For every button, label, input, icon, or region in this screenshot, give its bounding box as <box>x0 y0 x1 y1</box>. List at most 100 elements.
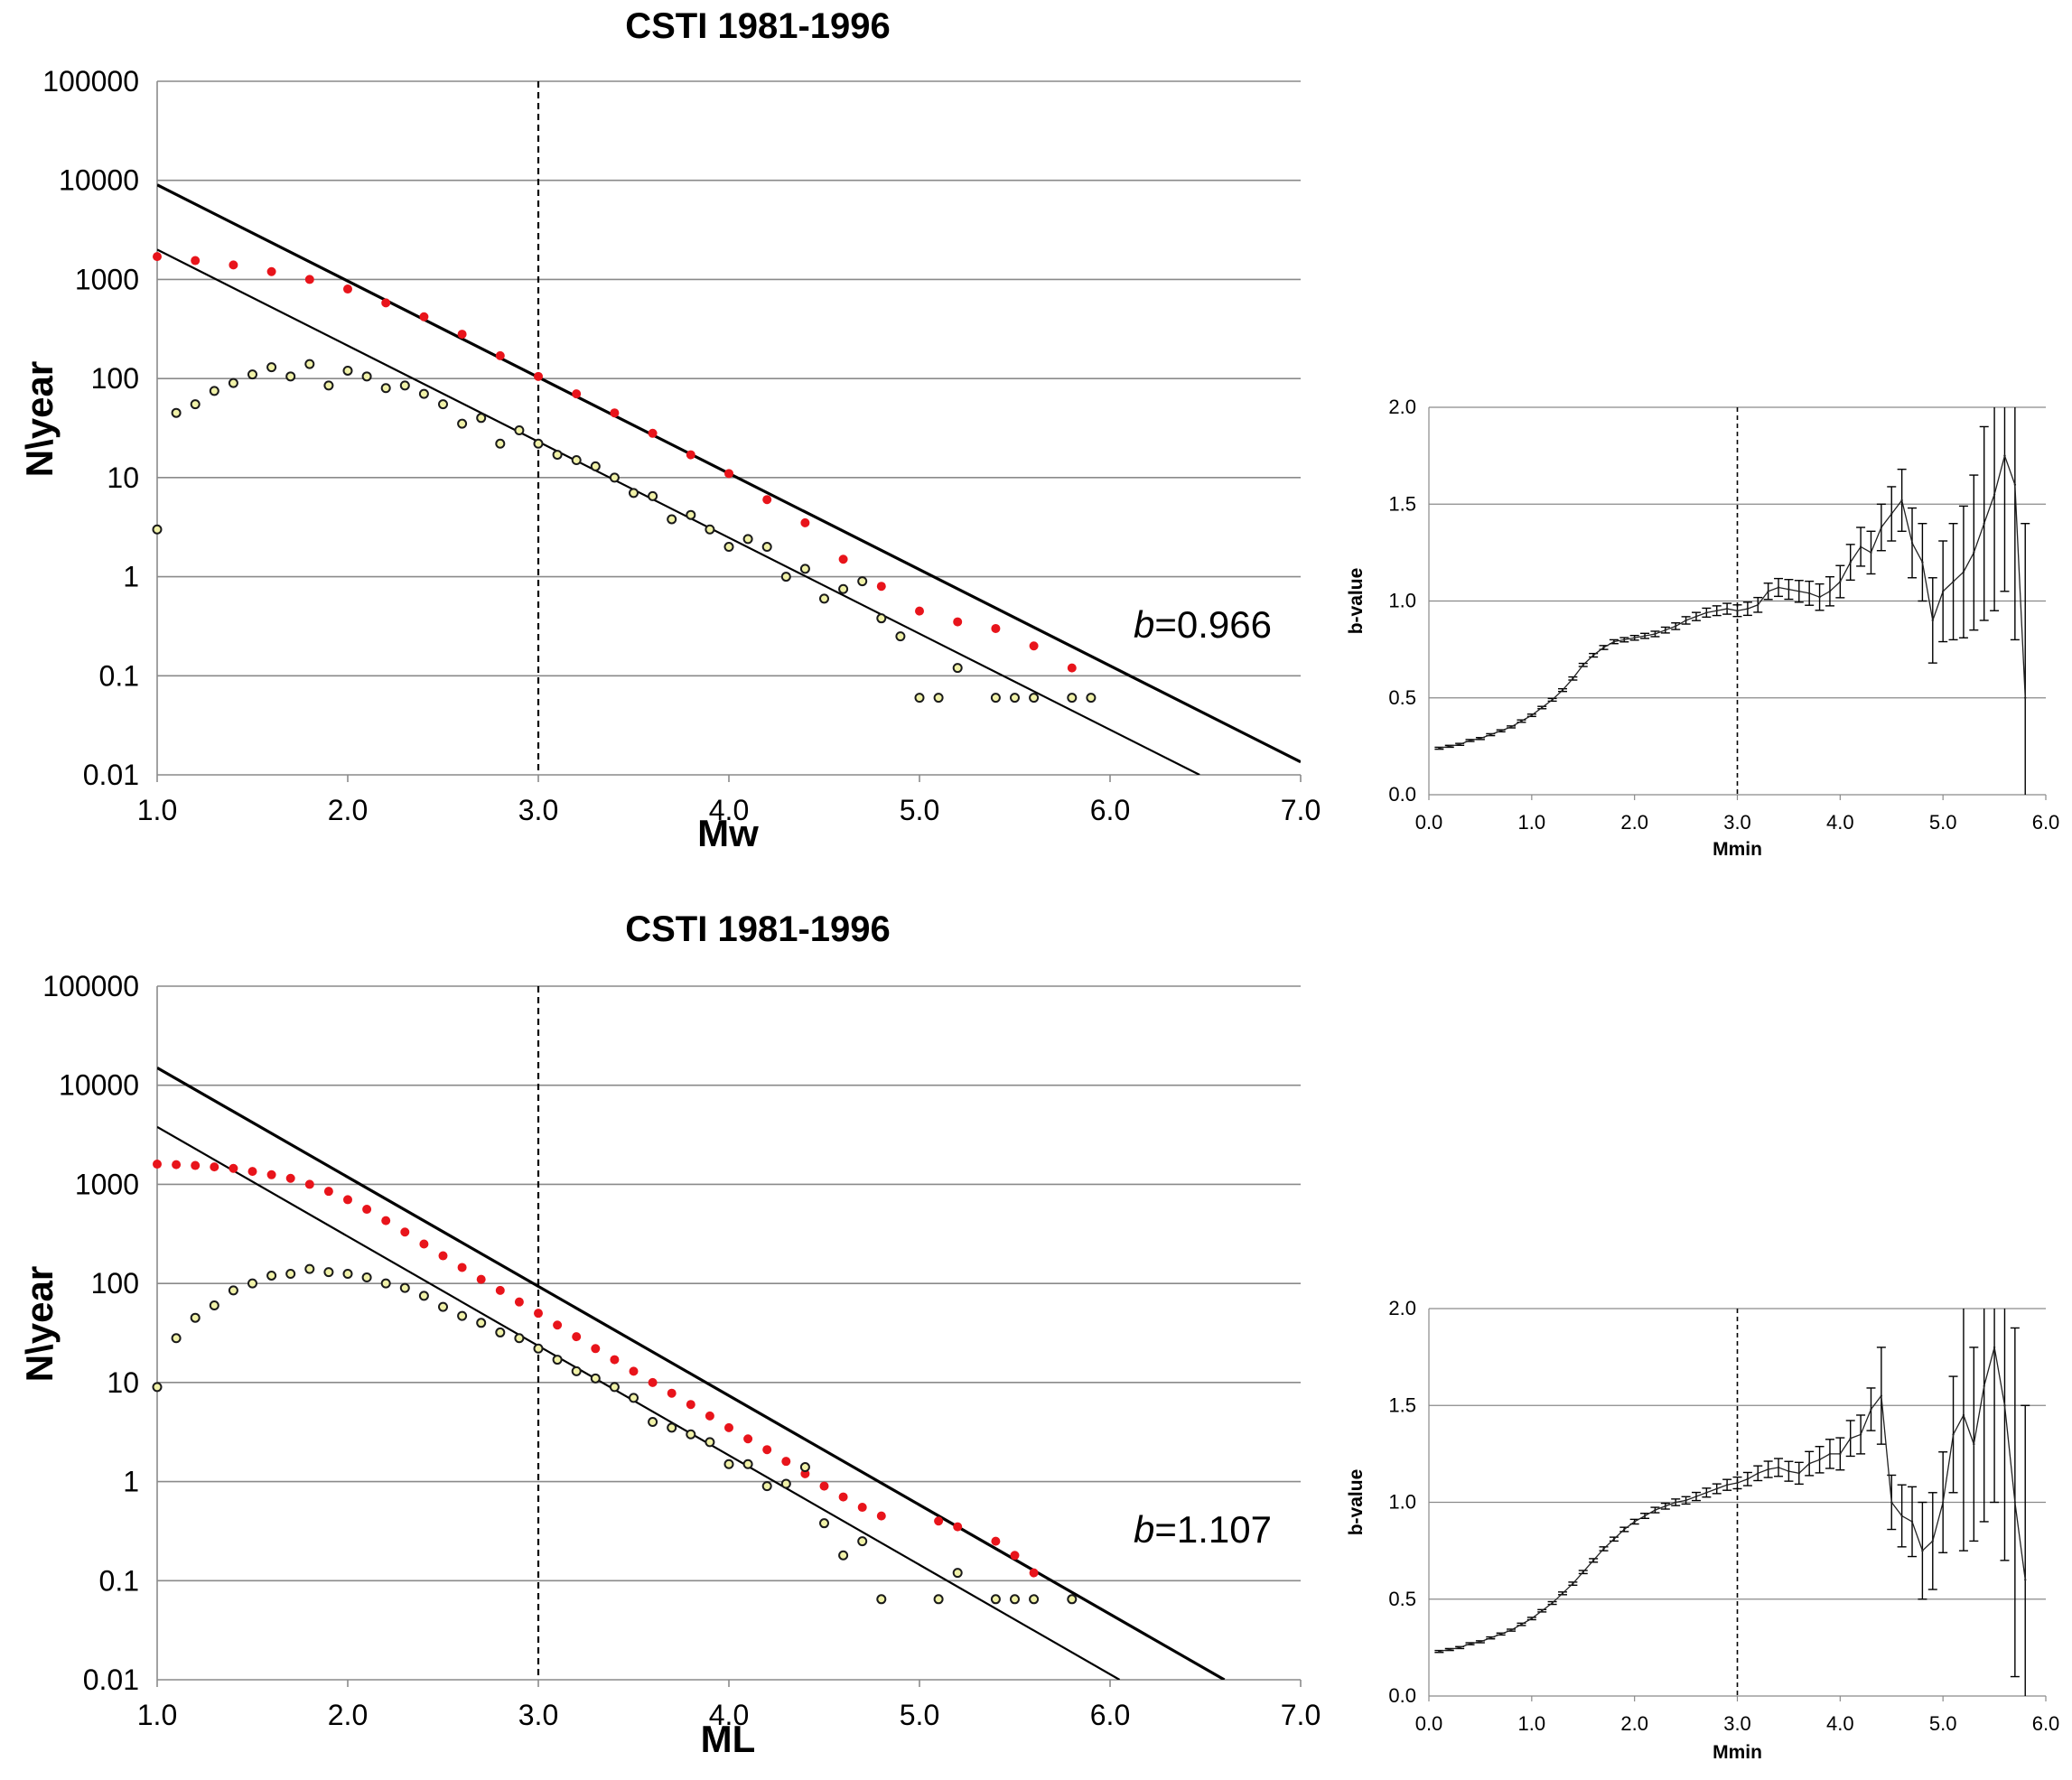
cumulative-point <box>438 1251 448 1261</box>
incremental-point <box>418 1291 429 1301</box>
x-tick-label: 6.0 <box>2032 1712 2060 1735</box>
incremental-point <box>799 1462 810 1473</box>
incremental-point <box>742 1458 753 1469</box>
fit-line <box>157 1125 1121 1680</box>
x-tick-label: 2.0 <box>1620 1712 1648 1735</box>
incremental-point <box>228 1285 238 1296</box>
x-tick-label: 1.0 <box>137 1699 177 1731</box>
x-tick-label: 5.0 <box>900 1699 939 1731</box>
x-tick-label: 1.0 <box>1518 1712 1546 1735</box>
b-value-point <box>1890 512 1893 516</box>
b-value-point <box>1910 541 1914 545</box>
y-tick-label: 0.01 <box>83 1664 139 1696</box>
cumulative-point <box>419 1239 429 1249</box>
incremental-point <box>495 438 506 449</box>
incremental-point <box>361 1272 372 1282</box>
cumulative-point <box>610 1355 620 1365</box>
x-tick-label: 1.0 <box>1518 811 1546 834</box>
x-tick-label: 7.0 <box>1281 794 1321 826</box>
incremental-point <box>952 663 963 674</box>
incremental-point <box>552 1355 563 1365</box>
incremental-point <box>590 1373 601 1384</box>
incremental-point <box>819 1518 829 1529</box>
x-tick-label: 5.0 <box>900 794 939 826</box>
x-tick-label: 5.0 <box>1929 1712 1957 1735</box>
b-value-point <box>1757 1472 1759 1475</box>
incremental-point <box>819 593 829 604</box>
cumulative-point <box>991 623 1001 633</box>
cumulative-point <box>572 389 582 399</box>
b-value-point <box>1890 1501 1893 1504</box>
cumulative-point <box>172 1160 182 1170</box>
y-tick-label: 1000 <box>75 1168 139 1200</box>
incremental-point <box>1029 693 1040 704</box>
b-value-point <box>1787 1469 1790 1473</box>
b-value-point <box>1921 561 1924 564</box>
b-value-point <box>1931 1540 1934 1542</box>
b-value-point <box>1469 1642 1471 1645</box>
panel-3: 0.0 0.5 1.0 1.5 2.0 0.0 1.0 2.0 3.0 4.0 5.0 6.0 Mmin… <box>1346 1297 2060 1763</box>
x-tick-label: 6.0 <box>1090 1699 1130 1731</box>
incremental-point <box>876 1594 887 1605</box>
b-value-point <box>1818 596 1821 599</box>
incremental-point <box>457 418 468 429</box>
x-tick-label: 4.0 <box>709 794 749 826</box>
cumulative-point <box>838 555 848 564</box>
b-value-point <box>1499 730 1502 732</box>
x-tick-label: 6.0 <box>2032 811 2060 834</box>
y-tick-label: 1.0 <box>1388 1491 1416 1514</box>
b-value-point <box>1931 619 1934 622</box>
incremental-point <box>571 455 582 466</box>
b-value-point <box>1675 1501 1677 1504</box>
b-value-point <box>1757 603 1759 606</box>
incremental-point <box>876 613 887 624</box>
b-value-point <box>1993 493 1996 496</box>
cumulative-point <box>610 408 620 418</box>
incremental-point <box>990 1594 1001 1605</box>
incremental-point <box>285 1269 296 1280</box>
y-tick-label: 1 <box>123 1466 139 1498</box>
incremental-point <box>190 399 201 410</box>
b-value-point <box>1551 1601 1554 1605</box>
y-tick-label: 1 <box>123 561 139 593</box>
b-value-point <box>1469 739 1471 742</box>
b-value-point <box>1828 590 1832 592</box>
x-axis-label: Mmin <box>1713 1742 1762 1763</box>
b-value-point <box>1859 1433 1862 1436</box>
x-tick-label: 0.0 <box>1415 1712 1443 1735</box>
b-value-point <box>1828 1452 1832 1456</box>
b-value-series-line <box>1439 1347 2026 1653</box>
cumulative-point <box>915 606 924 616</box>
cumulative-point <box>285 1173 295 1183</box>
b-value-point <box>1705 611 1708 614</box>
b-value-point <box>1705 1491 1708 1494</box>
incremental-point <box>590 461 601 471</box>
cumulative-point <box>934 1516 944 1526</box>
b-value-point <box>1746 607 1750 610</box>
incremental-point <box>705 524 715 535</box>
b-value-point <box>2013 483 2017 486</box>
incremental-point <box>571 1365 582 1376</box>
cumulative-point <box>191 256 201 266</box>
cumulative-point <box>648 428 658 438</box>
b-symbol: b <box>1134 603 1154 646</box>
b-value-point <box>1448 745 1451 748</box>
b-value-point <box>1438 1650 1441 1653</box>
b-value-point <box>1675 625 1677 628</box>
incremental-point <box>361 371 372 382</box>
cumulative-point <box>838 1492 848 1502</box>
incremental-point <box>723 542 734 553</box>
cumulative-point <box>343 1195 352 1205</box>
cumulative-point <box>686 1400 695 1410</box>
x-tick-label: 5.0 <box>1929 811 1957 834</box>
cumulative-point <box>953 1522 963 1532</box>
b-value-point <box>1736 610 1739 612</box>
cumulative-point <box>476 1274 486 1284</box>
y-tick-label: 0.0 <box>1388 783 1416 806</box>
y-tick-label: 0.0 <box>1388 1684 1416 1707</box>
cumulative-point <box>1010 1551 1020 1561</box>
b-value-point <box>1839 580 1842 583</box>
b-value-point <box>1807 1462 1811 1465</box>
cumulative-point <box>743 1434 753 1444</box>
